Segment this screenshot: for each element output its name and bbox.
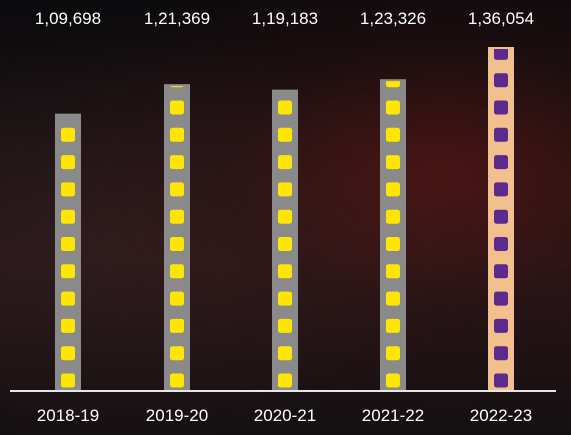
bar-squares — [278, 73, 292, 388]
bar-square — [170, 318, 184, 333]
bar-square — [61, 155, 75, 170]
bar-square — [61, 264, 75, 279]
bar-square — [278, 318, 292, 333]
bar-square — [61, 318, 75, 333]
bar-square — [386, 318, 400, 333]
x-tick-label: 2021-22 — [362, 406, 424, 425]
bar-square — [386, 182, 400, 197]
bar-square — [61, 182, 75, 197]
bar-square — [386, 155, 400, 170]
x-tick-label: 2019-20 — [146, 406, 208, 425]
bar-square — [278, 291, 292, 306]
x-tick-label: 2022-23 — [470, 406, 532, 425]
bar-squares — [386, 81, 400, 388]
bar-square — [170, 127, 184, 142]
bar-square — [494, 209, 508, 224]
bar-square — [494, 318, 508, 333]
bar-square — [386, 291, 400, 306]
bar-2019-20 — [164, 84, 190, 391]
x-tick-labels-layer: 2018-19 2019-20 2020-21 2021-22 2022-23 — [37, 406, 532, 425]
bar-square — [386, 100, 400, 115]
bar-2022-23 — [488, 47, 514, 391]
x-tick-label: 2020-21 — [254, 406, 316, 425]
bar-square — [386, 373, 400, 388]
x-tick-label: 2018-19 — [37, 406, 99, 425]
bar-square — [386, 264, 400, 279]
bar-square — [61, 209, 75, 224]
bar-square — [494, 291, 508, 306]
bar-square — [278, 182, 292, 197]
bar-square — [170, 155, 184, 170]
bar-strip — [380, 79, 406, 391]
bar-square — [61, 373, 75, 388]
bar-square — [386, 237, 400, 251]
bar-square — [278, 155, 292, 170]
value-label: 1,23,326 — [360, 9, 426, 28]
bar-square — [386, 81, 400, 88]
bar-square — [61, 101, 75, 115]
value-label: 1,09,698 — [35, 9, 101, 28]
bar-square — [170, 291, 184, 306]
bar-square — [170, 86, 184, 88]
bar-square — [494, 182, 508, 197]
value-label: 1,21,369 — [144, 9, 210, 28]
bar-square — [61, 127, 75, 142]
bar-square — [278, 209, 292, 224]
bar-2021-22 — [380, 79, 406, 391]
bar-square — [494, 127, 508, 142]
bar-square — [170, 209, 184, 224]
bar-square — [278, 127, 292, 142]
bars-layer — [55, 47, 514, 391]
bar-square — [278, 237, 292, 251]
bar-square — [494, 264, 508, 279]
bar-square — [278, 100, 292, 115]
bar-square — [170, 237, 184, 251]
bar-2018-19 — [55, 101, 81, 391]
bar-square — [494, 73, 508, 88]
bar-square — [61, 291, 75, 306]
bar-square — [386, 127, 400, 142]
bar-square — [386, 346, 400, 361]
bar-squares — [61, 101, 75, 388]
value-labels-layer: 1,09,698 1,21,369 1,19,183 1,23,326 1,36,054 — [35, 9, 534, 28]
bar-square — [170, 373, 184, 388]
bar-square — [494, 237, 508, 251]
bar-square — [61, 346, 75, 361]
bar-square — [494, 100, 508, 115]
bar-square — [170, 100, 184, 115]
bar-square — [170, 346, 184, 361]
bar-2020-21 — [272, 73, 298, 391]
bar-square — [170, 182, 184, 197]
bar-square — [494, 49, 508, 60]
bar-square — [494, 155, 508, 170]
bar-square — [61, 237, 75, 251]
bar-squares — [494, 49, 508, 388]
bar-squares — [170, 86, 184, 388]
bar-square — [386, 209, 400, 224]
bar-square — [278, 346, 292, 361]
bar-square — [278, 264, 292, 279]
bar-square — [170, 264, 184, 279]
bar-square — [494, 346, 508, 361]
bar-square — [278, 373, 292, 388]
value-label: 1,36,054 — [468, 9, 534, 28]
bar-square — [494, 373, 508, 388]
bar-square — [278, 73, 292, 87]
value-label: 1,19,183 — [252, 9, 318, 28]
